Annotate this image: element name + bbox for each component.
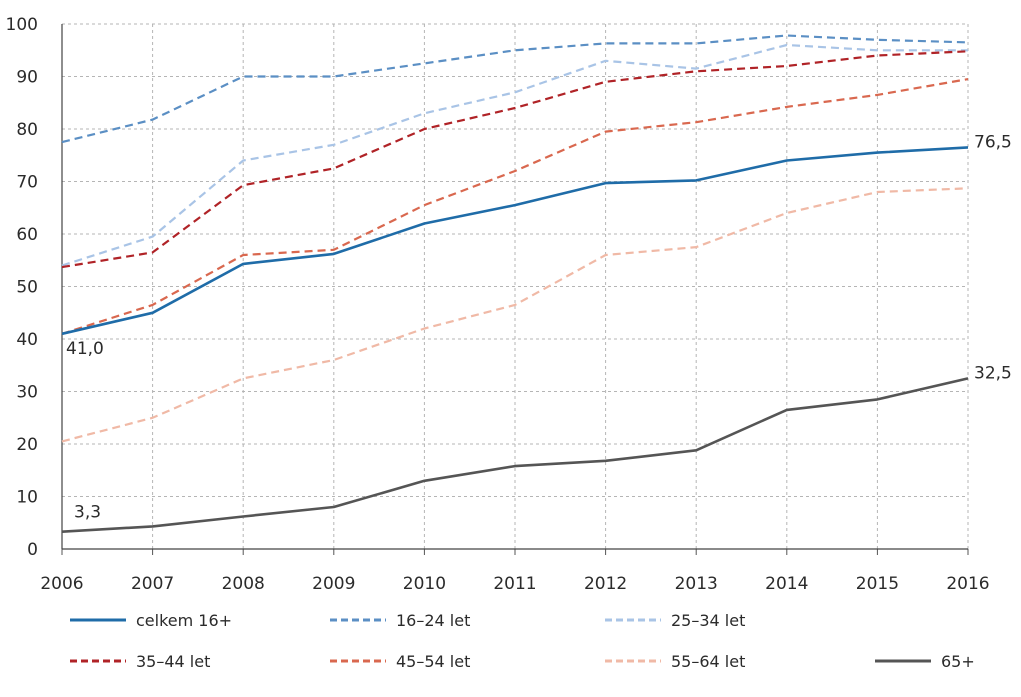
x-tick-label: 2011 [493, 574, 536, 594]
legend-label: celkem 16+ [136, 611, 232, 630]
y-tick-label: 10 [16, 488, 38, 508]
y-tick-label: 70 [16, 173, 38, 193]
x-tick-label: 2014 [765, 574, 808, 594]
legend-label: 25–34 let [671, 611, 745, 630]
series-line-0 [61, 146, 969, 336]
series-lines [61, 34, 969, 533]
legend-item-5: 55–64 let [605, 652, 745, 671]
y-tick-label: 50 [16, 278, 38, 298]
legend-label: 45–54 let [396, 652, 470, 671]
y-tick-label: 0 [27, 540, 38, 560]
x-tick-label: 2010 [403, 574, 446, 594]
legend-label: 55–64 let [671, 652, 745, 671]
y-tick-label: 60 [16, 225, 38, 245]
x-tick-label: 2009 [312, 574, 355, 594]
x-tick-label: 2015 [856, 574, 899, 594]
legend-item-0: celkem 16+ [70, 611, 232, 630]
x-tick-label: 2006 [40, 574, 83, 594]
series-line-2 [61, 43, 968, 267]
series-line-1 [61, 34, 969, 144]
y-tick-label: 80 [16, 120, 38, 140]
x-tick-label: 2007 [131, 574, 174, 594]
y-tick-label: 100 [6, 15, 38, 35]
grid [62, 23, 969, 549]
legend-label: 65+ [941, 652, 975, 671]
data-label: 32,5 [974, 363, 1012, 383]
x-tick-label: 2008 [222, 574, 265, 594]
y-tick-label: 90 [16, 68, 38, 88]
legend-item-3: 35–44 let [70, 652, 210, 671]
legend-label: 16–24 let [396, 611, 470, 630]
legend-item-6: 65+ [875, 652, 975, 671]
legend-label: 35–44 let [136, 652, 210, 671]
data-labels: 41,0 76,5 3,3 32,5 [66, 132, 1012, 522]
y-tick-label: 30 [16, 383, 38, 403]
legend-item-1: 16–24 let [330, 611, 470, 630]
x-tick-label: 2013 [675, 574, 718, 594]
legend-item-4: 45–54 let [330, 652, 470, 671]
data-label: 76,5 [974, 132, 1012, 152]
series-line-3 [61, 50, 969, 269]
series-line-6 [61, 377, 969, 533]
legend-item-2: 25–34 let [605, 611, 745, 630]
axes: 0 10 20 30 40 50 60 70 80 90 100 2006 2007 2008 2009 20… [6, 15, 990, 594]
y-tick-label: 20 [16, 435, 38, 455]
series-line-4 [61, 78, 969, 335]
series-line-5 [61, 187, 969, 443]
data-label: 3,3 [74, 503, 101, 523]
legend: celkem 16+ 16–24 let 25–34 let 35–44 let 45–… [70, 611, 975, 671]
y-tick-label: 40 [16, 330, 38, 350]
x-tick-label: 2016 [946, 574, 989, 594]
x-tick-label: 2012 [584, 574, 627, 594]
data-label: 41,0 [66, 339, 104, 359]
